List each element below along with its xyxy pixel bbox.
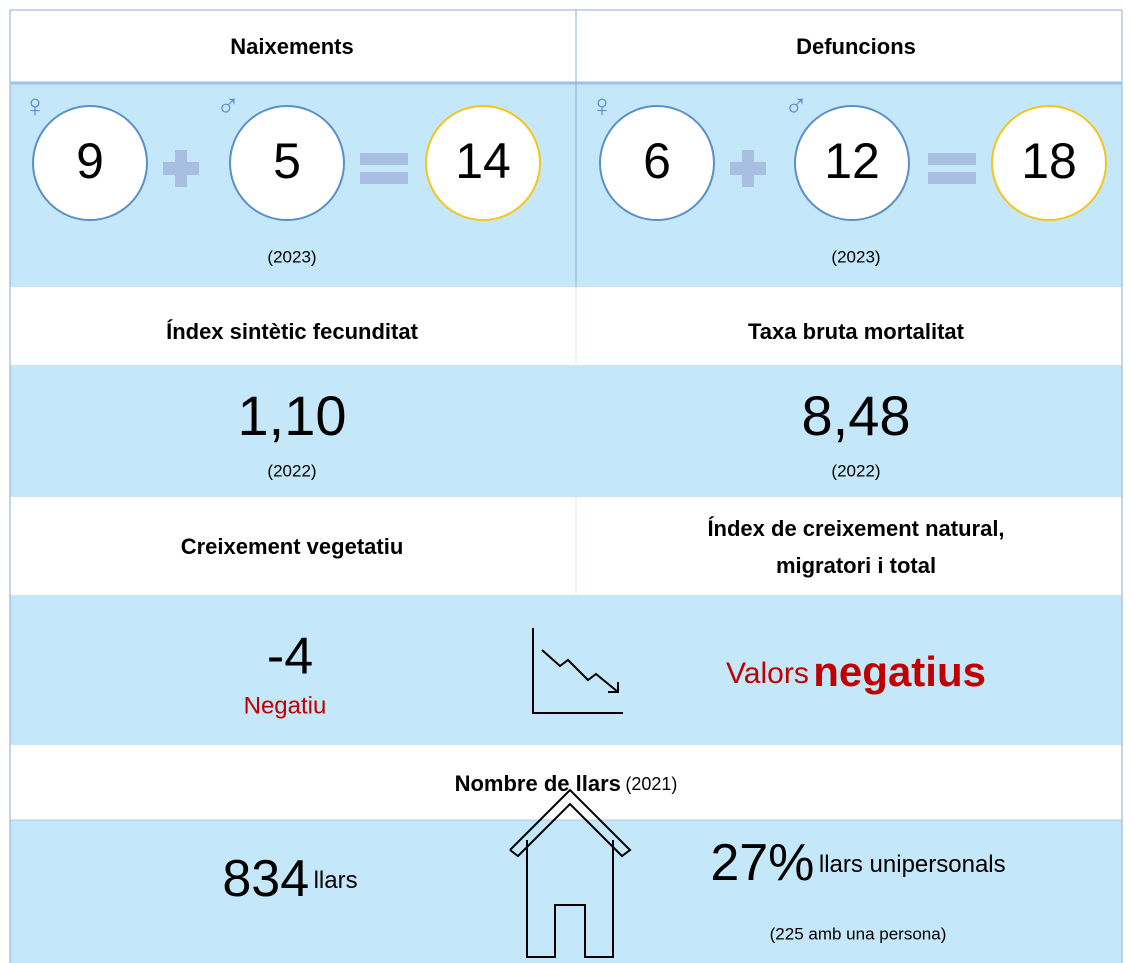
plus [730,150,766,187]
count: 834 [222,850,309,908]
circle [229,105,345,221]
index-text: Valors negatius [726,648,986,695]
borders [9,9,1123,963]
year: (2021) [625,774,677,794]
band [10,595,1122,745]
header: Taxa bruta mortalitat [748,319,965,344]
header: Defuncions [796,34,916,59]
circle [599,105,715,221]
female-count: 9 [76,133,104,189]
note: (225 amb una persona) [770,924,947,943]
female-count: 6 [643,133,671,189]
plus [163,150,199,187]
header: Creixement vegetatiu [181,534,404,559]
value-label: Negatiu [244,692,327,719]
header: Nombre de llars [455,771,621,796]
male-symbol: ♂ [784,87,808,123]
year: (2023) [831,247,880,266]
unit: llars [314,867,358,894]
equals [928,153,976,184]
share-label: llars unipersonals [819,851,1006,878]
band [10,365,1122,497]
female-symbol: ♀ [590,87,614,123]
share-text: 27% llars unipersonals [710,834,1005,892]
male-symbol: ♂ [216,87,240,123]
female-symbol: ♀ [23,87,47,123]
header: migratori i total [776,553,936,578]
prefix: Valors [726,657,809,690]
decline-icon [532,628,623,714]
value: -4 [267,628,313,686]
header: Índex de creixement natural, [707,516,1004,541]
year: (2022) [831,461,880,480]
share: 27% [710,834,814,892]
emphasis: negatius [813,648,986,695]
band [10,820,1122,963]
circle [991,105,1107,221]
households-header: Nombre de llars (2021) [455,771,678,796]
circle [425,105,541,221]
header: Naixements [230,34,354,59]
total-count: 14 [455,133,511,189]
total-count: 18 [1021,133,1077,189]
circle [32,105,148,221]
year: (2022) [267,461,316,480]
households-count: 834 llars [222,850,357,908]
male-count: 5 [273,133,301,189]
band [10,84,1122,287]
equals [360,153,408,184]
value: 8,48 [802,384,911,447]
header: Índex sintètic fecunditat [166,319,418,344]
year: (2023) [267,247,316,266]
circle [794,105,910,221]
value: 1,10 [238,384,347,447]
male-count: 12 [824,133,880,189]
house-icon [509,788,632,958]
